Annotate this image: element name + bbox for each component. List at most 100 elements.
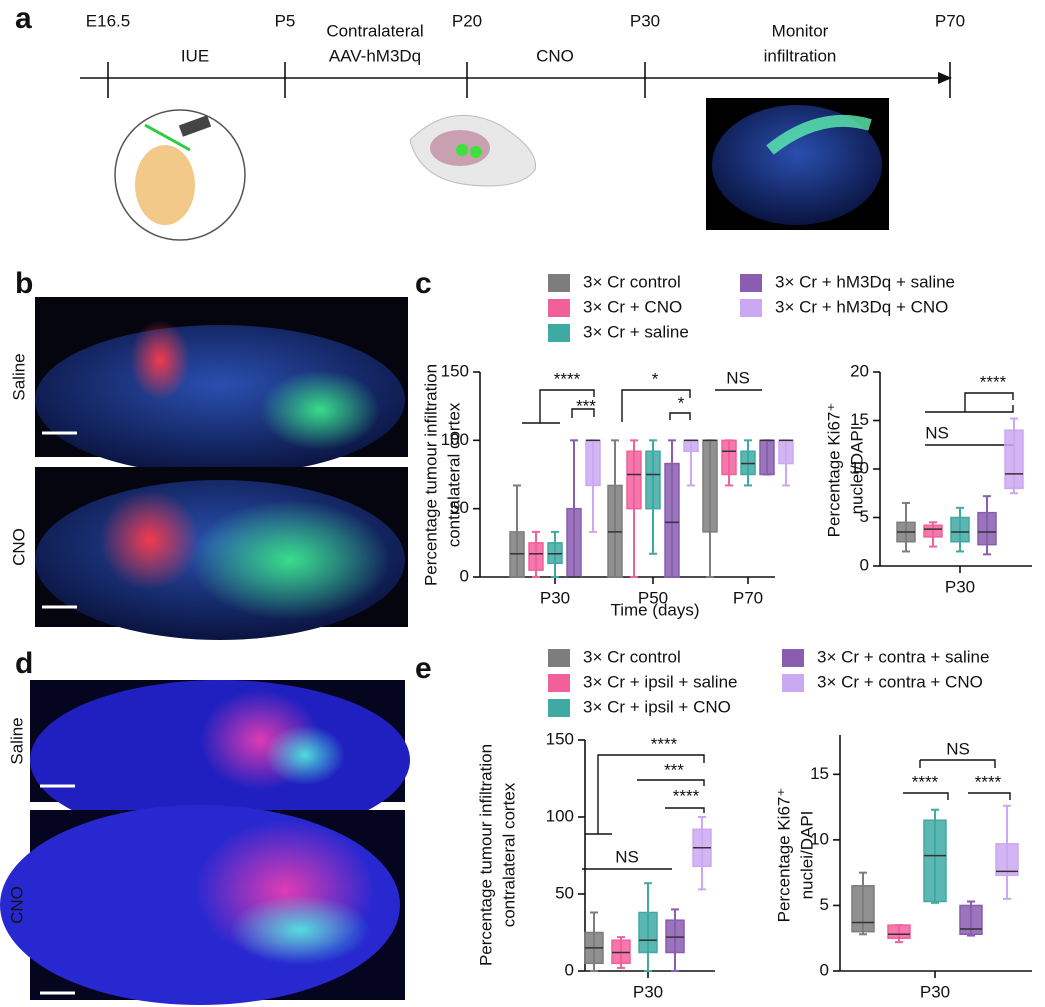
- significance-label: ****: [975, 772, 1002, 791]
- x-tick-label: P30: [945, 577, 975, 596]
- significance-label: ****: [554, 369, 581, 388]
- significance-label: NS: [726, 368, 750, 387]
- y-tick-label: 0: [860, 555, 869, 574]
- legend-label: 3× Cr + hM3Dq + saline: [775, 272, 955, 291]
- y-axis-label: Percentage tumour infiltration: [421, 364, 440, 586]
- box: [702, 439, 718, 533]
- y-tick-label: 15: [850, 410, 869, 429]
- x-tick-label: P50: [638, 588, 668, 607]
- timeline-phase: Contralateral: [326, 21, 423, 40]
- y-tick-label: 100: [546, 806, 574, 825]
- legend-swatch: [782, 674, 804, 692]
- legend-label: 3× Cr + hM3Dq + CNO: [775, 297, 948, 316]
- box: [611, 939, 631, 965]
- y-axis-label: nuclei/DAPI: [847, 426, 866, 515]
- timeline-phase: CNO: [536, 46, 574, 65]
- y-tick-label: 50: [450, 498, 469, 517]
- legend-label: 3× Cr control: [583, 272, 681, 291]
- y-tick-label: 15: [810, 764, 829, 783]
- panel-letter: d: [15, 647, 33, 680]
- legend-label: 3× Cr + ipsil + saline: [583, 672, 738, 691]
- box: [683, 439, 699, 453]
- box: [1004, 429, 1024, 490]
- timeline-point: P20: [452, 11, 482, 30]
- legend-label: 3× Cr + contra + CNO: [817, 672, 983, 691]
- y-axis-label: nuclei/DAPI: [797, 811, 816, 900]
- significance-label: ***: [576, 396, 596, 415]
- microscopy-images: [0, 297, 410, 1005]
- box: [626, 450, 642, 510]
- legend-swatch: [548, 299, 570, 317]
- legend-label: 3× Cr + saline: [583, 322, 689, 341]
- y-tick-label: 100: [441, 430, 469, 449]
- significance-label: ****: [980, 372, 1007, 391]
- y-tick-label: 150: [546, 729, 574, 748]
- box: [977, 511, 997, 546]
- timeline-phase: Monitor: [772, 21, 829, 40]
- box: [759, 439, 775, 476]
- box: [923, 819, 947, 903]
- significance-label: *: [678, 393, 685, 412]
- legend-swatch: [740, 299, 762, 317]
- illustrations: [114, 98, 889, 241]
- box: [528, 542, 544, 571]
- legend-label: 3× Cr + CNO: [583, 297, 682, 316]
- significance-label: ****: [912, 772, 939, 791]
- significance-brackets: [522, 389, 1014, 870]
- legend-swatch: [548, 274, 570, 292]
- y-tick-label: 0: [460, 566, 469, 585]
- timeline-point: P5: [275, 11, 296, 30]
- y-axis-label: Percentage Ki67⁺: [824, 403, 843, 538]
- box: [665, 919, 685, 954]
- timeline-point: P30: [630, 11, 660, 30]
- legend-swatch: [740, 274, 762, 292]
- box: [950, 516, 970, 543]
- timeline-phase: infiltration: [764, 46, 837, 65]
- box: [923, 524, 943, 538]
- legend-swatch: [548, 674, 570, 692]
- y-tick-label: 10: [850, 458, 869, 477]
- legend-swatch: [548, 324, 570, 342]
- legend-label: 3× Cr control: [583, 647, 681, 666]
- legend-swatch: [782, 649, 804, 667]
- significance-label: NS: [615, 847, 639, 866]
- x-tick-label: P30: [633, 982, 663, 1001]
- box: [995, 843, 1019, 877]
- x-axis-label: Time (days): [610, 600, 699, 619]
- box: [566, 507, 582, 578]
- legend-swatch: [548, 699, 570, 717]
- significance-label: ****: [673, 786, 700, 805]
- significance-label: NS: [946, 739, 970, 758]
- y-tick-label: 10: [810, 829, 829, 848]
- box: [959, 904, 983, 936]
- y-tick-label: 0: [820, 960, 829, 979]
- y-tick-label: 150: [441, 361, 469, 380]
- image-row-label: Saline: [9, 353, 28, 400]
- y-axis-label: Percentage tumour infiltration: [476, 744, 495, 966]
- significance-label: *: [652, 369, 659, 388]
- significance-label: ****: [651, 734, 678, 753]
- panel-letter: c: [415, 267, 432, 300]
- timeline-point: P70: [935, 11, 965, 30]
- y-tick-label: 50: [555, 883, 574, 902]
- x-tick-label: P30: [920, 982, 950, 1001]
- panel-letter: b: [15, 267, 33, 300]
- panel-letter: a: [15, 2, 32, 35]
- legend-label: 3× Cr + contra + saline: [817, 647, 989, 666]
- timeline-arrow: [938, 72, 952, 84]
- y-tick-label: 5: [860, 507, 869, 526]
- timeline-point: E16.5: [86, 11, 130, 30]
- image-row-label: CNO: [7, 886, 26, 924]
- legend-swatch: [548, 649, 570, 667]
- x-tick-label: P70: [733, 588, 763, 607]
- box: [645, 450, 661, 510]
- box: [721, 439, 737, 476]
- box: [778, 439, 794, 465]
- image-row-label: CNO: [9, 528, 28, 566]
- y-axis-label: contralateral cortex: [444, 402, 463, 547]
- legend-label: 3× Cr + ipsil + CNO: [583, 697, 731, 716]
- box: [887, 924, 911, 939]
- y-axis-label: Percentage Ki67⁺: [774, 788, 793, 923]
- image-row-label: Saline: [7, 717, 26, 764]
